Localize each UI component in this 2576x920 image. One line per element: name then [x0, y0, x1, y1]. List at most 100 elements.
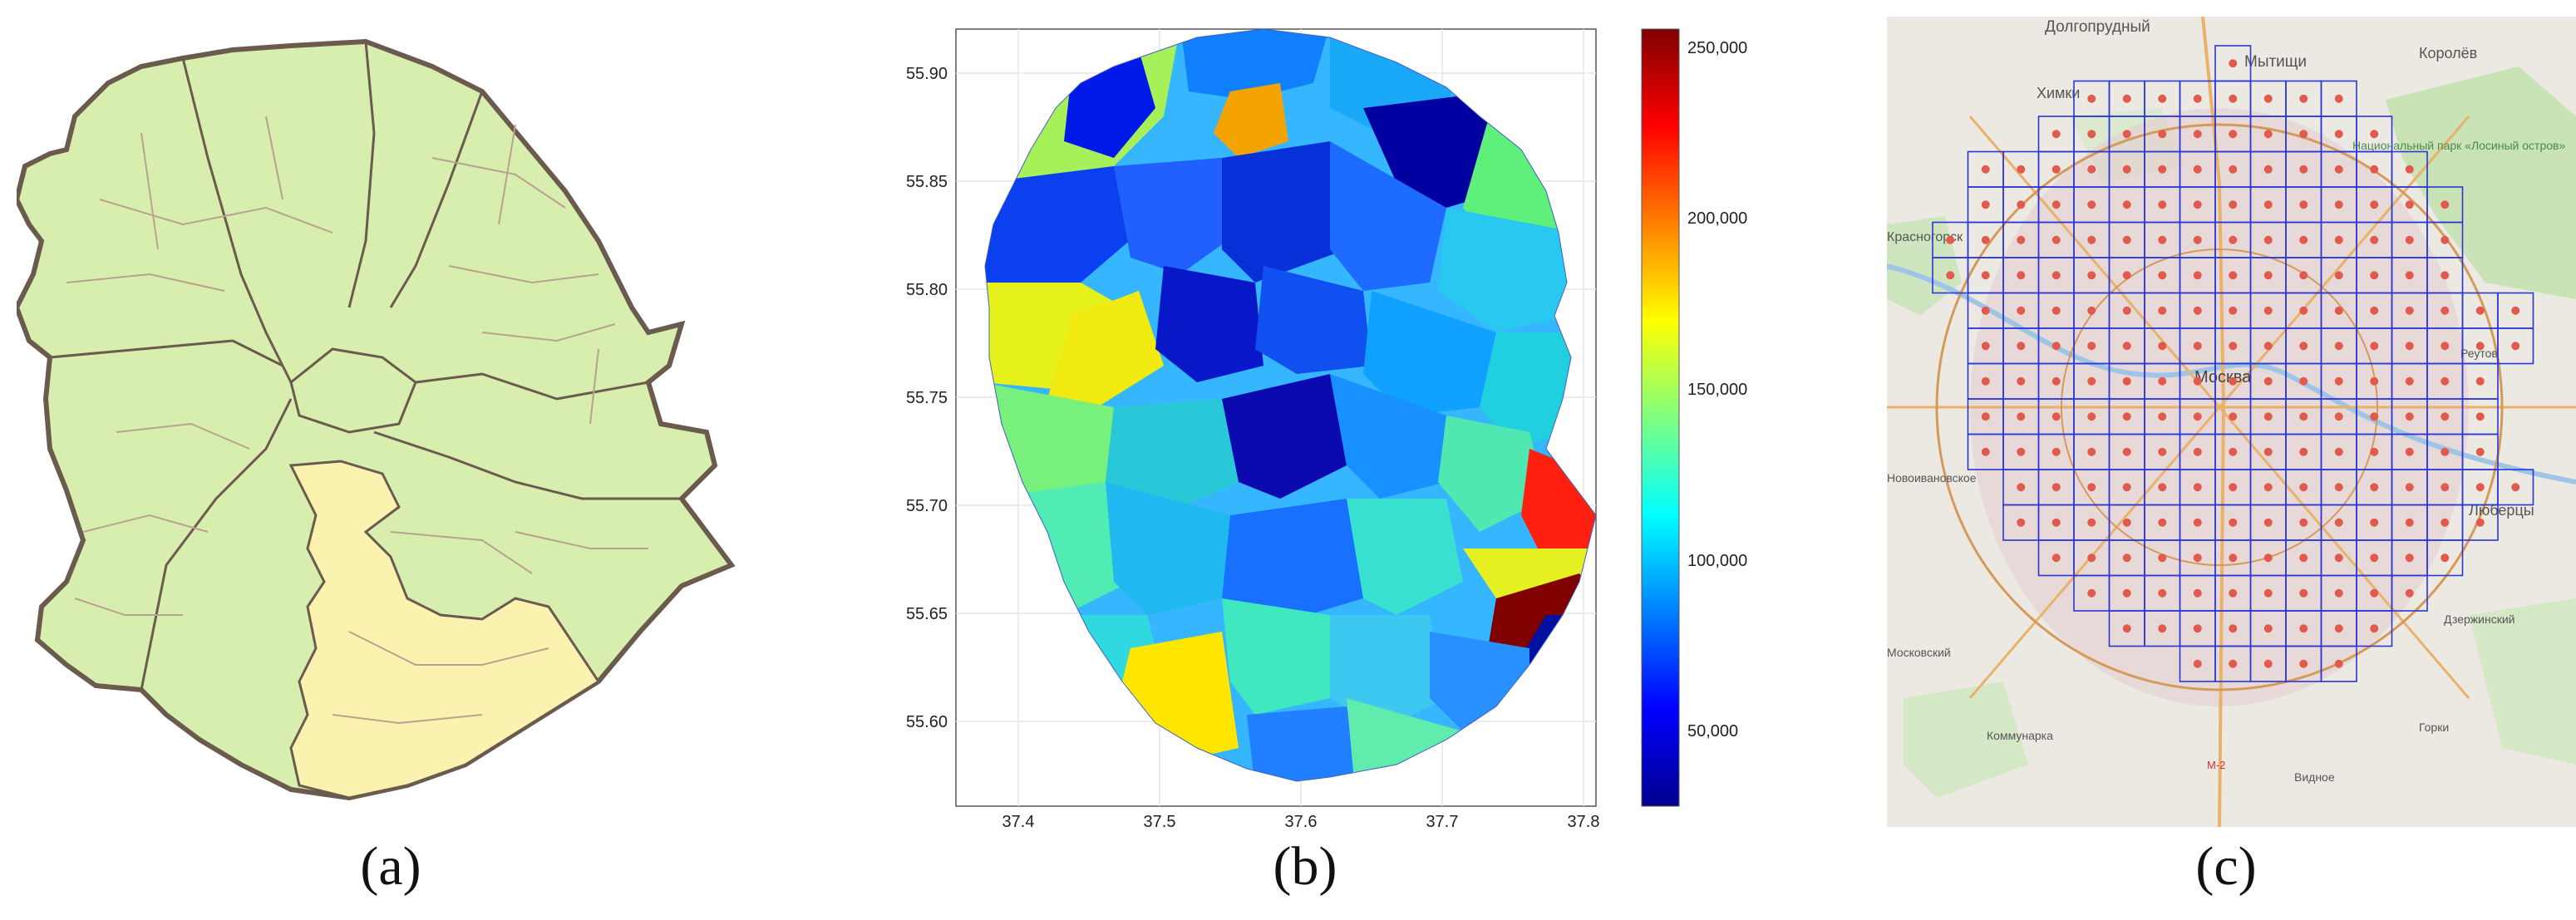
centroid-dot [2299, 624, 2308, 633]
centroid-dot [2299, 376, 2308, 386]
place-label: Новоивановское [1887, 471, 1977, 485]
centroid-dot [2158, 342, 2167, 351]
centroid-dot [1946, 235, 1955, 244]
centroid-dot [2122, 553, 2131, 563]
centroid-dot [2405, 518, 2414, 527]
centroid-dot [1981, 447, 1990, 456]
centroid-dot [2193, 588, 2202, 598]
centroid-dot [2122, 94, 2131, 103]
centroid-dot [2370, 624, 2379, 633]
caption-a: (a) [360, 836, 421, 897]
y-tick-label: 55.75 [906, 389, 948, 407]
centroid-dot [2122, 235, 2131, 244]
centroid-dot [2370, 447, 2379, 456]
centroid-dot [2051, 553, 2061, 563]
colorbar-tick-label: 250,000 [1687, 39, 1747, 57]
place-label: М-2 [2207, 759, 2225, 771]
place-label: Дзержинский [2444, 613, 2514, 626]
centroid-dot [2051, 483, 2061, 492]
choropleth-chart: 55.90 55.85 55.80 55.75 55.70 55.65 55.6… [906, 28, 1747, 831]
centroid-dot [2405, 200, 2414, 209]
centroid-dot [2334, 235, 2343, 244]
colorbar-tick-label: 200,000 [1687, 209, 1747, 228]
centroid-dot [2334, 130, 2343, 139]
centroid-dot [2122, 271, 2131, 280]
centroid-dot [2017, 165, 2026, 174]
centroid-dot [2299, 588, 2308, 598]
centroid-dot [2511, 342, 2520, 351]
centroid-dot [1981, 412, 1990, 421]
centroid-dot [2370, 165, 2379, 174]
centroid-dot [2334, 624, 2343, 633]
place-label: Химки [2037, 85, 2080, 101]
grid-cell [2497, 469, 2534, 506]
centroid-dot [2087, 518, 2096, 527]
colorbar-tick-label: 100,000 [1687, 552, 1747, 570]
centroid-dot [2229, 518, 2238, 527]
centroid-dot [2051, 271, 2061, 280]
centroid-dot [2405, 588, 2414, 598]
centroid-dot [2299, 412, 2308, 421]
centroid-dot [2193, 271, 2202, 280]
centroid-dot [2158, 412, 2167, 421]
centroid-dot [2229, 483, 2238, 492]
x-tick-label: 37.6 [1285, 813, 1318, 831]
centroid-dot [2370, 342, 2379, 351]
centroid-dot [2263, 94, 2273, 103]
centroid-dot [2229, 588, 2238, 598]
centroid-dot [2475, 342, 2485, 351]
grid-cell [2497, 327, 2534, 365]
centroid-dot [2193, 376, 2202, 386]
centroid-dot [1946, 271, 1955, 280]
y-tick-label: 55.65 [906, 605, 948, 623]
centroid-dot [2087, 235, 2096, 244]
centroid-dot [2441, 271, 2450, 280]
centroid-dot [2475, 447, 2485, 456]
centroid-dot [2370, 518, 2379, 527]
centroid-dot [2334, 588, 2343, 598]
centroid-dot [2441, 376, 2450, 386]
centroid-dot [2229, 94, 2238, 103]
centroid-dot [2087, 200, 2096, 209]
centroid-dot [2441, 342, 2450, 351]
place-label: Долгопрудный [2045, 18, 2150, 36]
centroid-dot [2441, 553, 2450, 563]
x-tick-label: 37.7 [1426, 813, 1459, 831]
centroid-dot [2017, 235, 2026, 244]
centroid-dot [2193, 342, 2202, 351]
place-label: Москва [2194, 368, 2252, 386]
centroid-dot [2334, 271, 2343, 280]
centroid-dot [2158, 235, 2167, 244]
centroid-dot [2158, 376, 2167, 386]
centroid-dot [2193, 624, 2202, 633]
centroid-dot [2051, 342, 2061, 351]
centroid-dot [2087, 376, 2096, 386]
centroid-dot [2229, 165, 2238, 174]
centroid-dot [2405, 447, 2414, 456]
centroid-dot [2017, 342, 2026, 351]
caption-b: (b) [1273, 836, 1337, 897]
centroid-dot [2017, 518, 2026, 527]
centroid-dot [2193, 235, 2202, 244]
centroid-dot [2193, 200, 2202, 209]
centroid-dot [2299, 447, 2308, 456]
centroid-dot [2263, 659, 2273, 668]
centroid-dot [2017, 447, 2026, 456]
centroid-dot [2334, 165, 2343, 174]
centroid-dot [2051, 447, 2061, 456]
centroid-dot [2087, 483, 2096, 492]
major-borders [49, 41, 682, 691]
centroid-dot [2087, 447, 2096, 456]
centroid-dot [2193, 94, 2202, 103]
choropleth-regions [985, 29, 1596, 781]
centroid-dot [2122, 588, 2131, 598]
centroid-dot [2193, 165, 2202, 174]
grid-cell [2461, 504, 2499, 541]
centroid-dot [2334, 659, 2343, 668]
centroid-dot [2299, 306, 2308, 315]
centroid-dot [2441, 200, 2450, 209]
highlighted-district [288, 460, 601, 799]
centroid-dot [2193, 412, 2202, 421]
colorbar-tick-label: 150,000 [1687, 381, 1747, 399]
centroid-dot [2158, 271, 2167, 280]
